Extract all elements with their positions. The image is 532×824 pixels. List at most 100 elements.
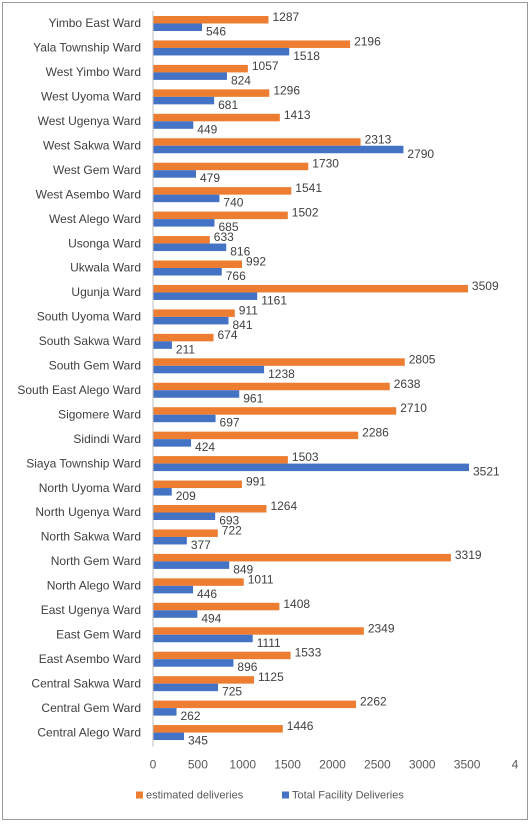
category-label: West Ugenya Ward: [38, 114, 141, 128]
category-label: North Gem Ward: [51, 554, 141, 568]
estimated-deliveries-bar: [153, 407, 397, 415]
facility-deliveries-label: 1518: [293, 49, 320, 63]
bar-chart: Yimbo East Ward 1287 546 Yala Township Ward…: [17, 10, 519, 802]
facility-deliveries-bar: [153, 634, 253, 643]
facility-deliveries-bar: [153, 219, 215, 227]
x-tick-label: 4: [512, 758, 519, 772]
facility-deliveries-bar: [153, 732, 184, 741]
facility-deliveries-bar: [153, 561, 230, 569]
category-label: Usonga Ward: [68, 236, 141, 250]
estimated-deliveries-bar: [153, 236, 210, 244]
facility-deliveries-bar: [153, 292, 258, 300]
estimated-deliveries-label: 2638: [394, 377, 421, 391]
estimated-deliveries-bar: [153, 627, 364, 635]
estimated-deliveries-bar: [153, 725, 283, 733]
category-label: Sidindi Ward: [73, 432, 141, 446]
estimated-deliveries-bar: [153, 480, 242, 489]
estimated-deliveries-bar: [153, 358, 405, 366]
estimated-deliveries-bar: [153, 700, 357, 709]
legend-swatch: [136, 791, 143, 799]
category-label: Yimbo East Ward: [49, 16, 141, 30]
facility-deliveries-bar: [153, 96, 215, 105]
estimated-deliveries-label: 2313: [365, 132, 392, 146]
facility-deliveries-bar: [153, 390, 240, 398]
estimated-deliveries-bar: [153, 113, 280, 122]
facility-deliveries-bar: [153, 512, 216, 520]
facility-deliveries-bar: [153, 316, 229, 325]
facility-deliveries-label: 209: [176, 489, 196, 503]
estimated-deliveries-bar: [153, 431, 359, 440]
facility-deliveries-bar: [153, 536, 187, 545]
estimated-deliveries-label: 1287: [273, 10, 300, 24]
legend-entry: estimated deliveries: [146, 790, 244, 802]
estimated-deliveries-label: 1502: [292, 206, 319, 220]
category-label: Central Sakwa Ward: [31, 676, 141, 690]
facility-deliveries-label: 377: [191, 538, 211, 552]
estimated-deliveries-bar: [153, 89, 270, 97]
facility-deliveries-label: 211: [176, 342, 195, 356]
estimated-deliveries-bar: [153, 309, 235, 317]
estimated-deliveries-label: 1408: [283, 597, 310, 611]
category-label: West Uyoma Ward: [41, 90, 141, 104]
facility-deliveries-label: 961: [243, 391, 263, 405]
category-label: East Ugenya Ward: [41, 603, 141, 617]
category-label: Ugunja Ward: [71, 285, 141, 299]
facility-deliveries-label: 681: [218, 98, 238, 112]
estimated-deliveries-label: 2349: [368, 621, 395, 635]
x-tick-label: 2000: [319, 758, 346, 772]
x-tick-label: 500: [188, 758, 208, 772]
estimated-deliveries-bar: [153, 602, 280, 611]
facility-deliveries-bar: [153, 610, 198, 618]
estimated-deliveries-label: 1533: [295, 646, 322, 660]
x-tick-label: 1500: [274, 758, 301, 772]
facility-deliveries-bar: [153, 585, 194, 594]
x-tick-label: 2500: [364, 758, 391, 772]
facility-deliveries-label: 685: [218, 220, 238, 234]
estimated-deliveries-bar: [153, 505, 267, 513]
facility-deliveries-label: 697: [220, 416, 240, 430]
legend-swatch: [282, 791, 289, 799]
facility-deliveries-bar: [153, 488, 172, 496]
facility-deliveries-label: 424: [195, 440, 215, 454]
estimated-deliveries-label: 1125: [258, 670, 284, 684]
estimated-deliveries-label: 1730: [312, 157, 339, 171]
facility-deliveries-label: 345: [188, 734, 208, 748]
facility-deliveries-bar: [153, 439, 192, 447]
category-label: West Yimbo Ward: [46, 65, 141, 79]
estimated-deliveries-bar: [153, 333, 214, 342]
estimated-deliveries-label: 1413: [284, 108, 311, 122]
category-label: East Gem Ward: [56, 627, 141, 641]
x-tick-label: 1000: [229, 758, 256, 772]
facility-deliveries-bar: [153, 683, 219, 692]
facility-deliveries-bar: [153, 47, 290, 56]
category-label: Central Gem Ward: [41, 701, 141, 715]
estimated-deliveries-label: 633: [214, 230, 234, 244]
category-label: East Asembo Ward: [39, 652, 141, 666]
estimated-deliveries-label: 1011: [248, 572, 274, 586]
estimated-deliveries-label: 3319: [455, 548, 482, 562]
category-label: North Uyoma Ward: [39, 481, 141, 495]
estimated-deliveries-bar: [153, 529, 218, 537]
facility-deliveries-label: 725: [222, 685, 242, 699]
estimated-deliveries-label: 2710: [400, 401, 427, 415]
facility-deliveries-label: 824: [231, 73, 251, 87]
facility-deliveries-label: 841: [232, 318, 252, 332]
estimated-deliveries-bar: [153, 16, 269, 24]
facility-deliveries-bar: [153, 414, 216, 423]
estimated-deliveries-label: 3509: [472, 279, 499, 293]
category-label: South East Alego Ward: [17, 383, 141, 397]
category-label: West Sakwa Ward: [43, 138, 141, 152]
category-label: Siaya Township Ward: [26, 456, 141, 470]
facility-deliveries-bar: [153, 659, 234, 667]
estimated-deliveries-bar: [153, 382, 390, 391]
facility-deliveries-bar: [153, 170, 196, 178]
estimated-deliveries-bar: [153, 162, 309, 171]
x-tick-label: 0: [150, 758, 157, 772]
facility-deliveries-label: 740: [223, 196, 243, 210]
facility-deliveries-label: 693: [219, 514, 239, 528]
estimated-deliveries-bar: [153, 456, 288, 464]
estimated-deliveries-label: 1264: [270, 499, 297, 513]
facility-deliveries-bar: [153, 121, 194, 129]
facility-deliveries-label: 1238: [268, 367, 295, 381]
